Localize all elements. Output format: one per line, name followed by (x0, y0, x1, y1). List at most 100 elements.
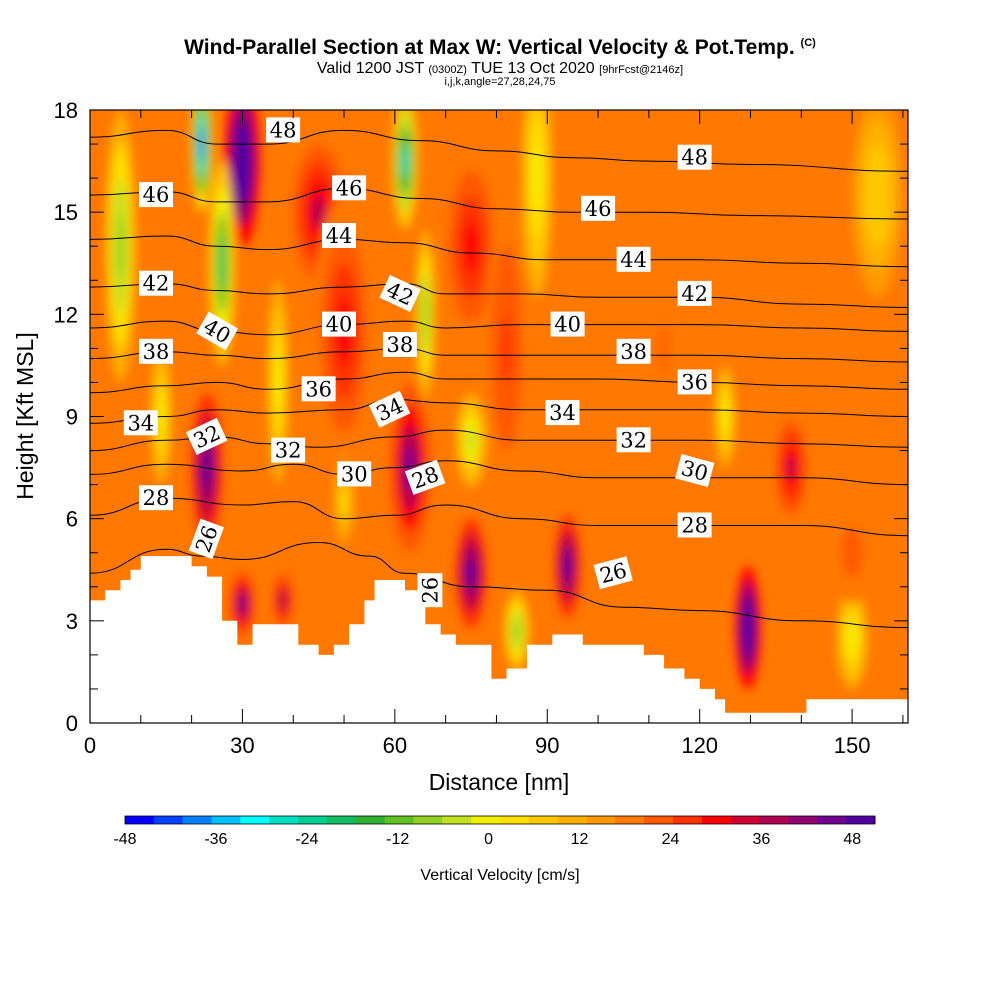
colorbar-frame (124, 815, 876, 825)
w-cell (871, 169, 884, 221)
colorbar-swatch (615, 816, 645, 824)
contour-label-text: 38 (143, 340, 170, 364)
x-tick-label: 90 (535, 733, 559, 758)
contour-label-box (616, 338, 651, 364)
contour-label-box (382, 332, 417, 357)
colorbar-tick-label: -12 (386, 831, 409, 848)
w-cell (564, 553, 571, 580)
x-tick-label: 120 (681, 733, 718, 758)
colorbar-swatch (759, 816, 789, 824)
contour-label: 42 (677, 280, 712, 306)
contour-label-text: 46 (585, 197, 612, 221)
colorbar-tick-label: 0 (484, 831, 493, 848)
contour-label-box (196, 311, 239, 351)
contour-label-box (581, 195, 616, 221)
contour-label-text: 48 (681, 146, 708, 170)
contour-label-text: 36 (681, 370, 708, 394)
contour-label-text: 42 (681, 282, 708, 306)
contour-label-box (271, 437, 306, 463)
contour-label-box (368, 390, 411, 428)
contour-label-text: 46 (336, 176, 363, 200)
w-cell (312, 195, 326, 230)
w-cell (513, 620, 520, 642)
colorbar-swatch (326, 816, 357, 824)
contour-label-box (404, 459, 446, 495)
colorbar-swatch (730, 816, 761, 824)
colorbar-tick-label: 12 (571, 831, 589, 848)
colorbar-swatch (817, 816, 847, 824)
theta-contour-34 (90, 398, 908, 424)
w-cell (238, 139, 247, 183)
contour-label-box (550, 311, 585, 337)
colorbar-tick-label: -24 (295, 831, 318, 848)
w-cell (422, 293, 428, 336)
y-tick-label: 12 (54, 302, 78, 327)
colorbar-swatch (557, 816, 588, 824)
contour-label-box (322, 223, 356, 248)
y-tick-label: 15 (54, 200, 78, 225)
contour-label-box (266, 117, 301, 143)
contour-label-box (188, 518, 224, 560)
contour-label-text: 34 (549, 401, 576, 425)
contour-label: 48 (677, 144, 712, 170)
contour-label: 38 (382, 332, 417, 357)
contour-label: 34 (123, 410, 158, 436)
colorbar-swatch (846, 816, 876, 824)
colorbar-title: Vertical Velocity [cm/s] (420, 867, 579, 884)
colorbar-swatch (125, 816, 155, 824)
contour-label: 30 (675, 454, 715, 487)
colorbar: -48 -36 -24 -12 0 12 24 36 48 (113, 815, 876, 848)
contour-label: 48 (266, 117, 301, 143)
theta-contour-42 (90, 283, 908, 308)
chart-title-text: Wind-Parallel Section at Max W: Vertical… (184, 36, 795, 59)
colorbar-swatch (384, 816, 414, 824)
valid-utc: (0300Z) (428, 64, 467, 76)
title-mark: (C) (800, 37, 816, 49)
theta-contour-46 (90, 187, 908, 220)
contour-label-text: 40 (326, 313, 353, 337)
contour-label: 46 (332, 175, 367, 201)
x-tick-label: 30 (230, 733, 254, 758)
w-cell (199, 127, 205, 162)
contour-label-text: 38 (387, 333, 414, 357)
contour-label-box (332, 175, 367, 201)
colorbar-swatch (240, 816, 270, 824)
contour-label-text: 38 (620, 340, 647, 364)
contour-label-text: 48 (270, 118, 297, 142)
contour-label-box (139, 485, 173, 511)
w-cell (341, 490, 347, 513)
w-cell (467, 428, 475, 453)
plot-area (90, 110, 908, 723)
chart-title: Wind-Parallel Section at Max W: Vertical… (0, 36, 1000, 60)
colorbar-swatch (182, 816, 213, 824)
w-cell (239, 595, 246, 613)
w-cell (816, 254, 837, 306)
y-tick-label: 18 (54, 98, 78, 123)
contour-label: 34 (545, 400, 580, 426)
colorbar-tick-label: 36 (753, 831, 771, 848)
contour-label: 36 (301, 376, 336, 402)
contour-label-box (675, 454, 715, 487)
contour-label: 40 (550, 311, 585, 337)
forecast-info: [9hrFcst@2146z] (599, 64, 684, 76)
y-tick-label: 0 (66, 711, 78, 736)
contour-label: 30 (337, 461, 372, 487)
contour-label-box (677, 144, 712, 170)
w-cell (744, 612, 752, 643)
colorbar-swatch (471, 816, 501, 824)
contour-label-box (301, 376, 336, 402)
contour-label-text: 34 (127, 411, 154, 435)
contour-label-text: 32 (620, 428, 647, 452)
colorbar-swatch (701, 816, 732, 824)
contour-label-text: 42 (143, 272, 170, 296)
contour-label-box (677, 280, 712, 306)
contour-label-box (123, 410, 158, 436)
w-cell (847, 539, 858, 566)
x-tick-label: 150 (834, 733, 871, 758)
colorbar-swatch (298, 816, 328, 824)
vertical-velocity-field (105, 110, 903, 689)
contour-label-text: 26 (418, 577, 442, 604)
contour-label: 46 (139, 182, 173, 208)
